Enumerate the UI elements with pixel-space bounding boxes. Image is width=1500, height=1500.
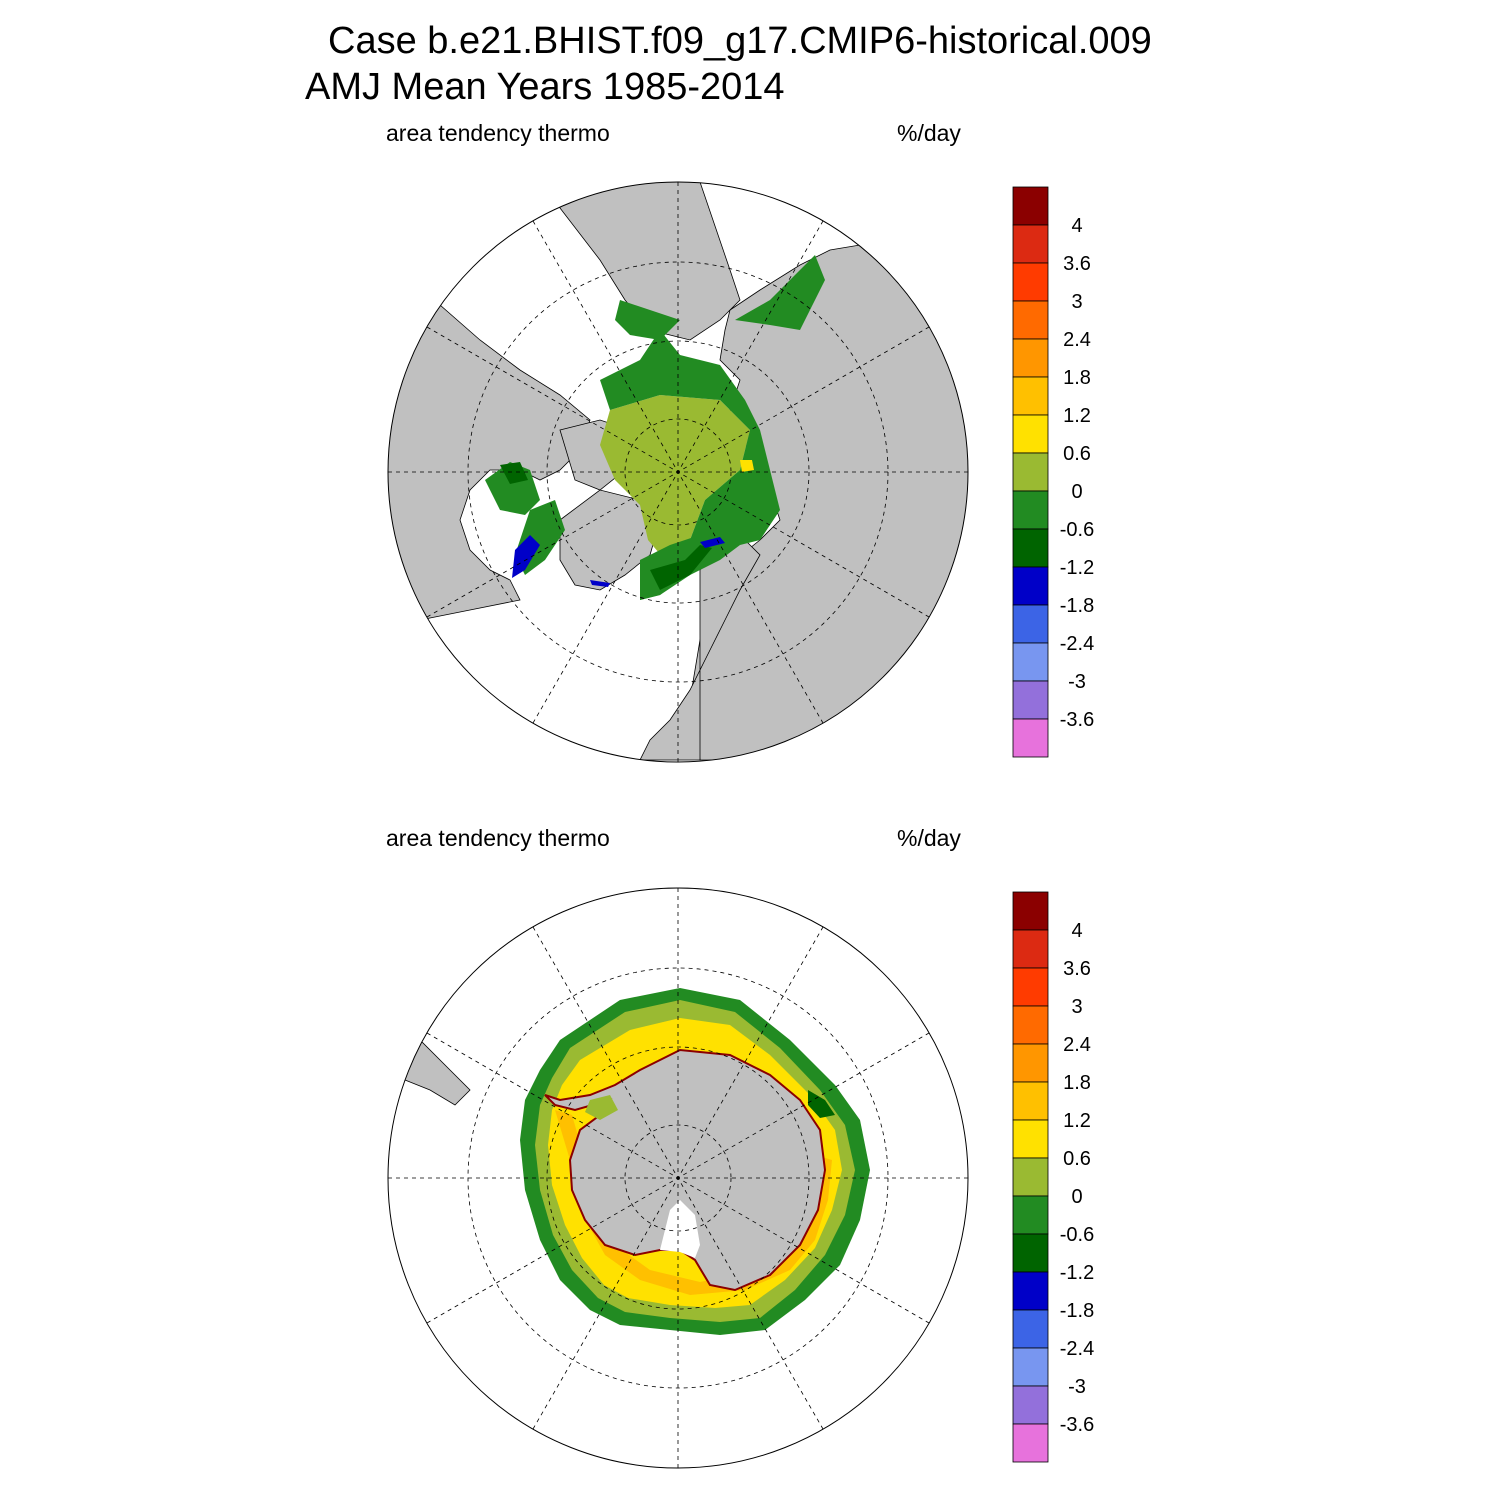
nh-colorbar-tick-label: 4 xyxy=(1071,215,1082,237)
nh-ice-kara-edge xyxy=(740,460,754,472)
nh-colorbar-tick-label: 3.6 xyxy=(1063,253,1091,275)
nh-units-label: %/day xyxy=(897,120,961,146)
nh-colorbar-swatch xyxy=(1012,718,1049,758)
sh-colorbar-swatch xyxy=(1012,1309,1049,1349)
nh-map-border xyxy=(387,181,969,763)
nh-ice-fringe xyxy=(600,330,780,600)
nh-land-greenland xyxy=(559,489,661,591)
sh-colorbar-swatch xyxy=(1012,1271,1049,1311)
sh-variable-label: area tendency thermo xyxy=(386,825,610,851)
sh-map-border xyxy=(387,887,969,1469)
nh-variable-label: area tendency thermo xyxy=(386,120,610,146)
nh-land-north-america xyxy=(388,299,591,641)
sh-colorbar-swatch xyxy=(1012,1005,1049,1045)
nh-graticule xyxy=(388,182,968,762)
sh-colorbar-tick-label: -1.2 xyxy=(1060,1262,1094,1284)
sh-colorbar-swatch xyxy=(1012,1195,1049,1235)
nh-ice-greenland-strip xyxy=(590,580,610,587)
nh-colorbar-swatch xyxy=(1012,186,1049,226)
sh-colorbar-swatch xyxy=(1012,1119,1049,1159)
sh-colorbar-swatch xyxy=(1012,891,1049,931)
nh-colorbar-tick-label: -3 xyxy=(1068,671,1086,693)
nh-colorbar-swatch xyxy=(1012,262,1049,302)
nh-colorbar-swatch xyxy=(1012,528,1049,568)
sh-colorbar-tick-label: -1.8 xyxy=(1060,1300,1094,1322)
nh-colorbar-swatch xyxy=(1012,490,1049,530)
nh-colorbar-swatch xyxy=(1012,338,1049,378)
sh-colorbar-tick-label: 3.6 xyxy=(1063,958,1091,980)
nh-colorbar-swatch xyxy=(1012,452,1049,492)
sh-colorbar-tick-label: 1.8 xyxy=(1063,1072,1091,1094)
nh-colorbar-tick-label: 0.6 xyxy=(1063,443,1091,465)
nh-colorbar-tick-label: 1.8 xyxy=(1063,367,1091,389)
sh-colorbar-swatch xyxy=(1012,1157,1049,1197)
sh-colorbar-swatch xyxy=(1012,967,1049,1007)
sh-colorbar-swatch xyxy=(1012,1385,1049,1425)
nh-colorbar-tick-label: 1.2 xyxy=(1063,405,1091,427)
nh-colorbar-tick-label: 0 xyxy=(1071,481,1082,503)
nh-ice-okhotsk xyxy=(735,255,825,330)
sh-ice-weddell-patch xyxy=(585,1095,618,1120)
sh-colorbar-swatch xyxy=(1012,929,1049,969)
nh-colorbar: 4 3.6 3 2.4 1.8 1.2 0.6 0 -0.6 -1.2 -1.8 -2.4 -3 -3.6 xyxy=(1012,186,1094,758)
nh-ice-labrador-strip xyxy=(512,535,540,578)
sh-colorbar-tick-label: 1.2 xyxy=(1063,1110,1091,1132)
sh-units-label: %/day xyxy=(897,825,961,851)
sh-colorbar-tick-label: 2.4 xyxy=(1063,1034,1091,1056)
nh-ice-hudson xyxy=(485,462,540,515)
nh-colorbar-tick-label: -1.8 xyxy=(1060,595,1094,617)
nh-colorbar-swatch xyxy=(1012,414,1049,454)
sh-colorbar-tick-label: 0.6 xyxy=(1063,1148,1091,1170)
sh-colorbar-tick-label: -2.4 xyxy=(1060,1338,1094,1360)
nh-ice-barents-strip xyxy=(700,537,725,548)
nh-colorbar-tick-label: -3.6 xyxy=(1060,709,1094,731)
nh-ice-labrador-dark xyxy=(500,462,528,484)
sh-ross-shelf xyxy=(660,1200,700,1258)
nh-colorbar-swatch xyxy=(1012,376,1049,416)
nh-colorbar-tick-label: 3 xyxy=(1071,291,1082,313)
nh-colorbar-tick-label: -2.4 xyxy=(1060,633,1094,655)
sh-ice-east-dark xyxy=(808,1090,835,1118)
nh-colorbar-tick-label: 2.4 xyxy=(1063,329,1091,351)
nh-polar-map xyxy=(387,181,969,763)
sh-colorbar-swatch xyxy=(1012,1423,1049,1463)
sh-colorbar-swatch xyxy=(1012,1233,1049,1273)
sh-colorbar-tick-label: -0.6 xyxy=(1060,1224,1094,1246)
nh-colorbar-tick-label: -0.6 xyxy=(1060,519,1094,541)
nh-colorbar-swatch xyxy=(1012,680,1049,720)
nh-colorbar-swatch xyxy=(1012,300,1049,340)
sh-colorbar-tick-label: 3 xyxy=(1071,996,1082,1018)
figure-title-line1: Case b.e21.BHIST.f09_g17.CMIP6-historica… xyxy=(328,20,1152,62)
nh-ice-bering xyxy=(615,300,680,340)
sh-colorbar-tick-label: -3 xyxy=(1068,1376,1086,1398)
sh-colorbar-swatch xyxy=(1012,1043,1049,1083)
nh-colorbar-swatch xyxy=(1012,224,1049,264)
sh-polar-map xyxy=(387,887,969,1469)
sh-colorbar-tick-label: 0 xyxy=(1071,1186,1082,1208)
nh-land-beringia xyxy=(539,182,741,341)
sh-colorbar-swatch xyxy=(1012,1347,1049,1387)
sh-colorbar-tick-label: -3.6 xyxy=(1060,1414,1094,1436)
sh-colorbar-tick-label: 4 xyxy=(1071,920,1082,942)
nh-colorbar-swatch xyxy=(1012,566,1049,606)
sh-graticule xyxy=(388,888,968,1468)
nh-colorbar-swatch xyxy=(1012,642,1049,682)
nh-ice-barents-dark xyxy=(650,545,712,590)
sh-colorbar-swatch xyxy=(1012,1081,1049,1121)
sh-colorbar: 4 3.6 3 2.4 1.8 1.2 0.6 0 -0.6 -1.2 -1.8 -2.4 -3 -3.6 xyxy=(1012,891,1094,1463)
nh-colorbar-swatch xyxy=(1012,604,1049,644)
figure-title-line2: AMJ Mean Years 1985-2014 xyxy=(305,66,785,108)
nh-colorbar-tick-label: -1.2 xyxy=(1060,557,1094,579)
